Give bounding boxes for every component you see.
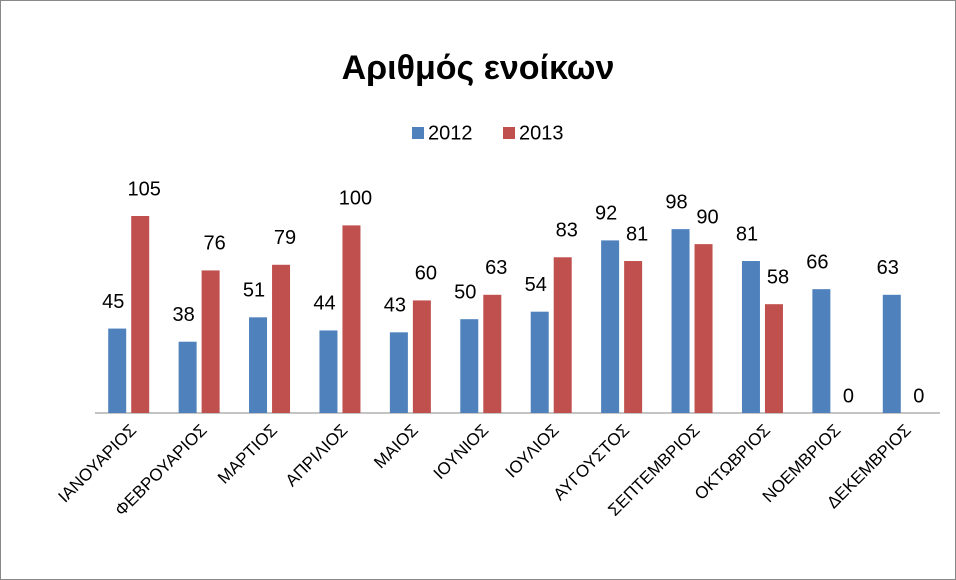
value-label: 92 [595, 203, 617, 225]
bar [460, 319, 479, 413]
value-label: 63 [877, 257, 899, 279]
value-label: 98 [665, 191, 687, 213]
bar [882, 294, 901, 413]
bar [530, 311, 549, 413]
value-label: 90 [696, 206, 718, 228]
value-label: 66 [806, 251, 828, 273]
value-label: 105 [128, 178, 161, 200]
bar [412, 300, 431, 413]
value-label: 60 [415, 263, 437, 285]
bar [249, 317, 268, 413]
legend-label: 2012 [428, 122, 473, 144]
bar [671, 229, 690, 413]
value-label: 81 [626, 223, 648, 245]
bar [694, 244, 713, 413]
bar [342, 225, 361, 413]
value-label: 81 [736, 223, 758, 245]
legend-label: 2013 [519, 122, 564, 144]
bar [108, 328, 127, 413]
bar [389, 332, 408, 413]
bar [624, 261, 643, 413]
value-label: 0 [913, 385, 924, 407]
bar [553, 257, 572, 413]
bar [741, 261, 760, 413]
bar [601, 240, 620, 413]
value-label: 58 [767, 266, 789, 288]
value-label: 63 [485, 257, 507, 279]
value-label: 0 [843, 385, 854, 407]
value-label: 50 [454, 281, 476, 303]
value-label: 76 [204, 233, 226, 255]
value-label: 51 [243, 280, 265, 302]
value-label: 38 [173, 304, 195, 326]
bar [178, 341, 197, 413]
value-label: 83 [556, 220, 578, 242]
value-label: 100 [339, 188, 372, 210]
bar [131, 216, 150, 413]
legend-swatch [503, 127, 515, 139]
value-label: 79 [274, 227, 296, 249]
bar [812, 289, 831, 413]
value-label: 43 [384, 295, 406, 317]
bar [201, 270, 220, 413]
bar [319, 330, 338, 413]
bar [764, 304, 783, 413]
value-label: 54 [525, 274, 547, 296]
bar [483, 294, 502, 413]
bar [272, 264, 291, 413]
value-label: 45 [102, 291, 124, 313]
chart-title: Αριθμός ενοίκων [342, 49, 615, 87]
value-label: 44 [313, 293, 335, 315]
legend-swatch [412, 127, 424, 139]
